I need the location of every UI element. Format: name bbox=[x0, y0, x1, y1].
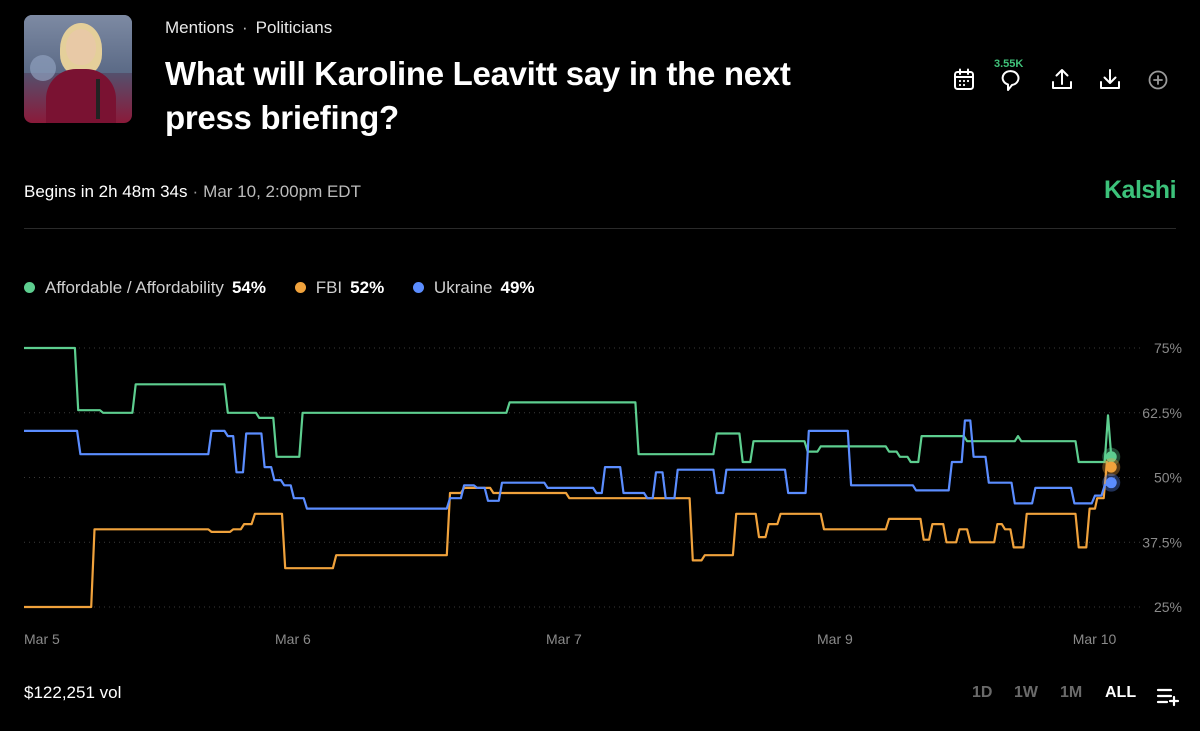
page-title: What will Karoline Leavitt say in the ne… bbox=[165, 55, 791, 136]
download-icon bbox=[1100, 69, 1120, 89]
countdown-text: Begins in 2h 48m 34s bbox=[24, 182, 188, 201]
legend-dot-ukraine bbox=[412, 282, 424, 293]
range-1m-button[interactable]: 1M bbox=[1060, 684, 1083, 701]
y-tick-label: 75% bbox=[1154, 340, 1182, 356]
range-all-button[interactable]: ALL bbox=[1105, 684, 1137, 701]
plus-circle-icon bbox=[1148, 70, 1168, 90]
comment-count: 3.55K bbox=[994, 58, 1024, 70]
x-tick-label: Mar 7 bbox=[546, 631, 582, 647]
event-date: Mar 10, 2:00pm EDT bbox=[203, 182, 361, 201]
divider bbox=[24, 228, 1176, 229]
series-endpoint-1 bbox=[1105, 461, 1117, 473]
legend-label-affordable: Affordable / Affordability bbox=[45, 278, 224, 297]
volume-text: $122,251 vol bbox=[24, 683, 122, 702]
series-endpoint-0 bbox=[1105, 451, 1117, 463]
legend-value-ukraine: 49% bbox=[500, 278, 535, 297]
calendar-icon bbox=[954, 68, 974, 90]
legend-value-fbi: 52% bbox=[350, 278, 385, 297]
breadcrumb-politicians[interactable]: Politicians bbox=[255, 18, 333, 37]
legend-item-fbi[interactable]: FBI 52% bbox=[294, 278, 385, 298]
thumbnail-face bbox=[66, 29, 96, 65]
legend-dot-fbi bbox=[294, 282, 306, 293]
legend-item-ukraine[interactable]: Ukraine 49% bbox=[412, 278, 535, 298]
x-tick-label: Mar 10 bbox=[1073, 631, 1117, 647]
thumbnail-microphone bbox=[96, 79, 100, 119]
breadcrumb-mentions[interactable]: Mentions bbox=[165, 18, 234, 37]
legend-label-fbi: FBI bbox=[315, 278, 343, 297]
series-line-1 bbox=[24, 460, 1113, 609]
x-tick-label: Mar 5 bbox=[24, 631, 60, 647]
chart-legend: Affordable / Affordability 54% FBI 52% Ukr… bbox=[24, 278, 559, 298]
share-button[interactable] bbox=[1048, 66, 1076, 94]
y-tick-label: 37.5% bbox=[1142, 534, 1182, 550]
range-selector: 1D 1W 1M ALL bbox=[960, 684, 1190, 708]
x-tick-label: Mar 9 bbox=[817, 631, 853, 647]
market-thumbnail bbox=[24, 15, 132, 123]
y-tick-label: 62.5% bbox=[1142, 405, 1182, 421]
legend-label-ukraine: Ukraine bbox=[433, 278, 493, 297]
range-1w-button[interactable]: 1W bbox=[1014, 684, 1038, 701]
comment-icon bbox=[1001, 70, 1020, 91]
series-line-0 bbox=[24, 346, 1113, 464]
legend-item-affordable[interactable]: Affordable / Affordability 54% bbox=[24, 278, 266, 298]
thumbnail-seal bbox=[30, 55, 56, 81]
event-timing: Begins in 2h 48m 34s · Mar 10, 2:00pm EDT bbox=[24, 182, 361, 202]
calendar-button[interactable] bbox=[950, 66, 978, 94]
share-icon bbox=[1052, 69, 1072, 89]
kalshi-logo[interactable]: Kalshi bbox=[1104, 176, 1177, 204]
download-button[interactable] bbox=[1096, 66, 1124, 94]
price-chart[interactable]: 75% 62.5% 50% 37.5% 25% Mar 5 Mar 6 Mar 7 Mar 9 M… bbox=[0, 330, 1200, 660]
thumbnail-body bbox=[46, 69, 116, 123]
action-toolbar: 3.55K bbox=[950, 58, 1176, 98]
series-endpoint-2 bbox=[1105, 477, 1117, 489]
y-tick-label: 50% bbox=[1154, 470, 1182, 486]
series-line-2 bbox=[24, 419, 1112, 510]
y-tick-label: 25% bbox=[1154, 599, 1182, 615]
chart-settings-icon[interactable] bbox=[1156, 684, 1180, 708]
legend-dot-affordable bbox=[24, 282, 35, 293]
breadcrumb-separator: · bbox=[241, 18, 248, 37]
legend-value-affordable: 54% bbox=[231, 278, 266, 297]
add-button[interactable] bbox=[1144, 66, 1172, 94]
range-1d-button[interactable]: 1D bbox=[972, 684, 993, 701]
timing-separator: · bbox=[192, 182, 199, 201]
comments-button[interactable] bbox=[998, 66, 1026, 94]
x-tick-label: Mar 6 bbox=[275, 631, 311, 647]
breadcrumb: Mentions · Politicians bbox=[165, 18, 332, 38]
